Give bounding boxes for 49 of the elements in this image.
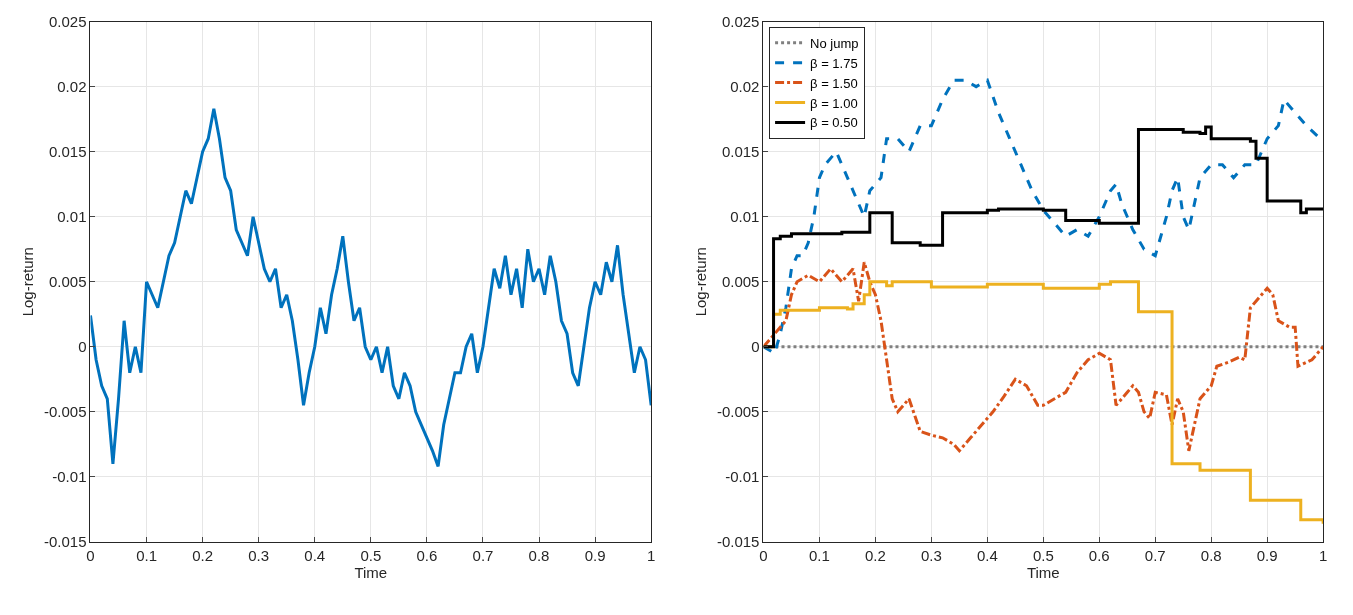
y-axis-title: Log-return bbox=[19, 247, 37, 317]
y-tick-label: 0.02 bbox=[730, 77, 760, 95]
x-tick-label: 0.2 bbox=[192, 546, 214, 564]
x-tick-label: 0.3 bbox=[920, 546, 942, 564]
x-tick-label: 0.4 bbox=[304, 546, 326, 564]
x-tick-label: 0.9 bbox=[584, 546, 606, 564]
x-tick-label: 0.8 bbox=[528, 546, 550, 564]
x-tick-label: 1 bbox=[646, 546, 656, 564]
x-axis-title: Time bbox=[1026, 563, 1060, 581]
x-tick-label: 0.4 bbox=[976, 546, 998, 564]
y-tick-label: 0.02 bbox=[57, 77, 87, 95]
y-tick-label: 0.025 bbox=[48, 12, 87, 30]
y-tick-label: 0 bbox=[751, 338, 760, 356]
y-tick-label: -0.015 bbox=[43, 533, 87, 551]
legend-label: β = 1.50 bbox=[810, 75, 858, 91]
x-tick-label: 0.5 bbox=[360, 546, 382, 564]
x-axis-title: Time bbox=[354, 563, 388, 581]
line-series bbox=[763, 260, 1324, 453]
x-tick-label: 0.5 bbox=[1032, 546, 1054, 564]
y-tick-label: -0.005 bbox=[716, 403, 760, 421]
y-tick-label: 0.01 bbox=[730, 207, 760, 225]
x-tick-label: 0.1 bbox=[809, 546, 830, 564]
y-axis-title: Log-return bbox=[692, 247, 710, 317]
y-tick-label: 0.015 bbox=[48, 142, 87, 160]
legend-label: No jump bbox=[810, 35, 859, 51]
x-tick-label: 0.7 bbox=[1144, 546, 1166, 564]
y-tick-label: -0.01 bbox=[52, 468, 87, 486]
x-tick-label: 0.1 bbox=[136, 546, 157, 564]
y-tick-label: -0.005 bbox=[43, 403, 87, 421]
y-tick-label: -0.01 bbox=[725, 468, 760, 486]
x-tick-label: 0.6 bbox=[416, 546, 438, 564]
x-tick-label: 1 bbox=[1318, 546, 1328, 564]
legend-label: β = 1.00 bbox=[810, 95, 858, 111]
x-tick-label: 0.7 bbox=[472, 546, 494, 564]
y-tick-label: -0.015 bbox=[716, 533, 760, 551]
legend-label: β = 0.50 bbox=[810, 115, 858, 131]
y-tick-label: 0.01 bbox=[57, 207, 87, 225]
line-series bbox=[90, 107, 652, 468]
x-tick-label: 0.6 bbox=[1088, 546, 1110, 564]
x-tick-label: 0.2 bbox=[864, 546, 886, 564]
y-tick-label: 0 bbox=[78, 338, 87, 356]
y-tick-label: 0.015 bbox=[721, 142, 760, 160]
y-tick-label: 0.025 bbox=[721, 12, 760, 30]
y-tick-label: 0.005 bbox=[721, 273, 760, 290]
x-tick-label: 0.8 bbox=[1200, 546, 1222, 564]
y-tick-label: 0.005 bbox=[48, 273, 87, 290]
x-tick-label: 0.3 bbox=[248, 546, 270, 564]
x-tick-label: 0.9 bbox=[1256, 546, 1278, 564]
legend-label: β = 1.75 bbox=[810, 55, 858, 71]
